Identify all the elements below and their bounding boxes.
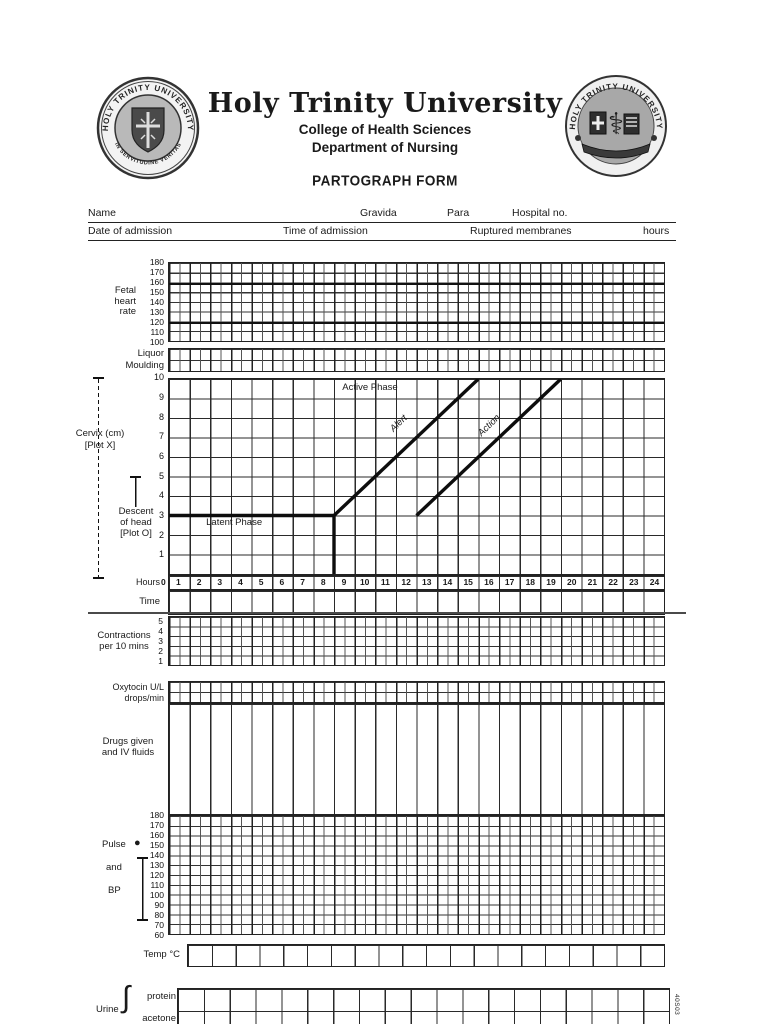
fetal-heart-label-2: heart [114, 295, 136, 307]
bp-label: BP [108, 885, 121, 896]
oxytocin-label-1: Oxytocin U/L [112, 682, 164, 692]
action-line [417, 379, 561, 516]
alert-line [334, 379, 478, 516]
gravida-field-label: Gravida [360, 207, 397, 219]
cervicograph-lines [169, 379, 664, 574]
university-title: Holy Trinity University [207, 88, 563, 119]
college-subtitle: College of Health Sciences [298, 122, 472, 137]
descent-label-1: Descent [118, 506, 154, 517]
hospital-no-field-label: Hospital no. [512, 207, 568, 219]
fetal-heart-label-3: rate [119, 306, 136, 317]
book-emblem-icon [623, 113, 640, 135]
oxytocin-grid [168, 681, 665, 703]
fetal-heart-scale: 180 170 160 150 140 130 120 110 100 [149, 257, 164, 347]
fetal-heart-label-1: Fetal [114, 285, 136, 296]
pulse-bp-grid [168, 815, 665, 935]
drugs-label-2: and IV fluids [101, 747, 155, 758]
cervix-axis-plot: [Plot X] [84, 439, 116, 451]
name-field-label: Name [88, 207, 117, 219]
drugs-label-1: Drugs given [102, 736, 154, 747]
banner-ribbon [581, 143, 651, 159]
hours-row-grid [168, 575, 665, 590]
pulse-dot-icon: ● [134, 837, 141, 849]
department-subtitle: Department of Nursing [311, 140, 459, 155]
hours-axis-label: Hours [135, 577, 160, 587]
urine-grid [177, 988, 670, 1024]
hour-numbers: 1 2 3 4 5 6 7 8 9 10 11 12 13 14 15 16 17 18 19 20 21 22 23 24 [175, 577, 660, 587]
fhr-160-line [169, 282, 664, 285]
contractions-label-2: per 10 mins [99, 641, 149, 652]
fetal-heart-grid [168, 262, 665, 342]
moulding-label: Moulding [125, 359, 164, 371]
urine-brace-icon: ∫ [122, 981, 131, 1014]
pulse-bp-scale: 180 170 160 150 140 130 120 110 100 90 80 70 60 [149, 810, 164, 940]
pulse-label: Pulse [102, 839, 126, 850]
name-row-line [88, 0, 676, 223]
form-title: PARTOGRAPH FORM [312, 172, 458, 189]
cervicograph-grid: Active Phase Latent Phase Alert Action [168, 378, 665, 575]
date-admission-field-label: Date of admission [88, 225, 173, 237]
cervix-range-bracket [93, 377, 104, 579]
urine-label: Urine [96, 1004, 119, 1015]
form-code-vertical: 40S03 [673, 994, 680, 1016]
liquor-label: Liquor [137, 348, 164, 359]
drugs-grid [168, 703, 665, 815]
temp-grid [187, 944, 665, 967]
cervix-axis-label: Cervix (cm) [75, 428, 125, 439]
bp-range-icon [137, 857, 148, 921]
hours-zero-label: 0 [161, 577, 166, 587]
cervix-scale: 10 9 8 7 6 5 4 3 2 1 [153, 372, 164, 560]
left-seal-logo: HOLY TRINITY UNIVERSITY IN SERVITUDINE V… [96, 76, 200, 180]
section-divider [88, 612, 686, 614]
oxytocin-label-2: drops/min [124, 693, 164, 703]
contractions-label-1: Contractions [97, 630, 151, 641]
and-label: and [106, 862, 122, 873]
latent-phase-label: Latent Phase [206, 517, 263, 529]
admission-row-line [88, 0, 676, 241]
fhr-120-line [169, 321, 664, 324]
time-row-label: Time [139, 596, 160, 607]
right-seal-logo: HOLY TRINITY UNIVERSITY ⚕ [565, 75, 667, 177]
descent-label-2: of head [120, 517, 152, 528]
temp-label: Temp °C [143, 949, 180, 960]
active-phase-label: Active Phase [342, 382, 398, 393]
hours-suffix-label: hours [643, 225, 670, 237]
liquor-moulding-grid [168, 348, 665, 372]
time-admission-field-label: Time of admission [283, 225, 368, 237]
caduceus-icon: ⚕ [608, 108, 624, 141]
para-field-label: Para [447, 207, 470, 219]
urine-acetone-label: acetone [142, 1013, 176, 1024]
time-row-grid [168, 590, 665, 615]
contractions-grid [168, 616, 665, 666]
ruptured-membranes-field-label: Ruptured membranes [470, 225, 572, 237]
descent-label-3: [Plot O] [120, 528, 152, 539]
urine-protein-label: protein [146, 991, 176, 1002]
descent-range-bracket [130, 476, 141, 507]
